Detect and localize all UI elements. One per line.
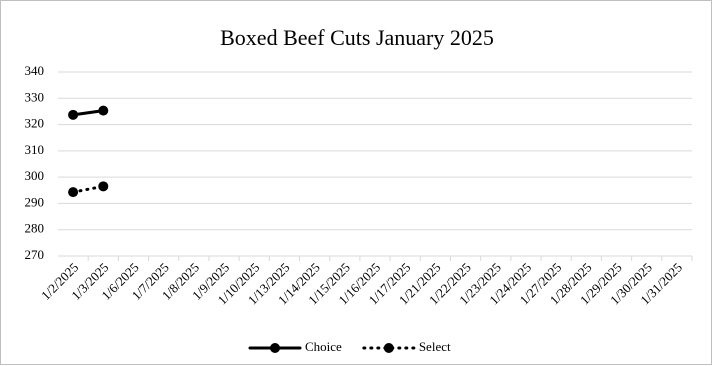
legend-label: Select bbox=[419, 339, 451, 354]
legend-marker bbox=[383, 343, 394, 353]
y-tick-label: 270 bbox=[25, 247, 45, 262]
legend-marker bbox=[270, 343, 280, 353]
series-line bbox=[71, 184, 105, 194]
y-tick-label: 310 bbox=[25, 142, 45, 157]
y-tick-label: 340 bbox=[25, 63, 45, 78]
data-point bbox=[68, 109, 79, 120]
y-tick-label: 330 bbox=[25, 89, 45, 104]
series-line bbox=[71, 109, 105, 117]
chart-title: Boxed Beef Cuts January 2025 bbox=[220, 25, 494, 50]
y-tick-label: 290 bbox=[25, 194, 45, 209]
legend-label: Choice bbox=[305, 339, 342, 354]
y-tick-label: 300 bbox=[25, 168, 45, 183]
data-point bbox=[98, 105, 109, 116]
y-tick-label: 280 bbox=[25, 221, 45, 236]
data-point bbox=[68, 187, 79, 198]
y-tick-label: 320 bbox=[25, 116, 45, 131]
data-point bbox=[98, 181, 109, 192]
